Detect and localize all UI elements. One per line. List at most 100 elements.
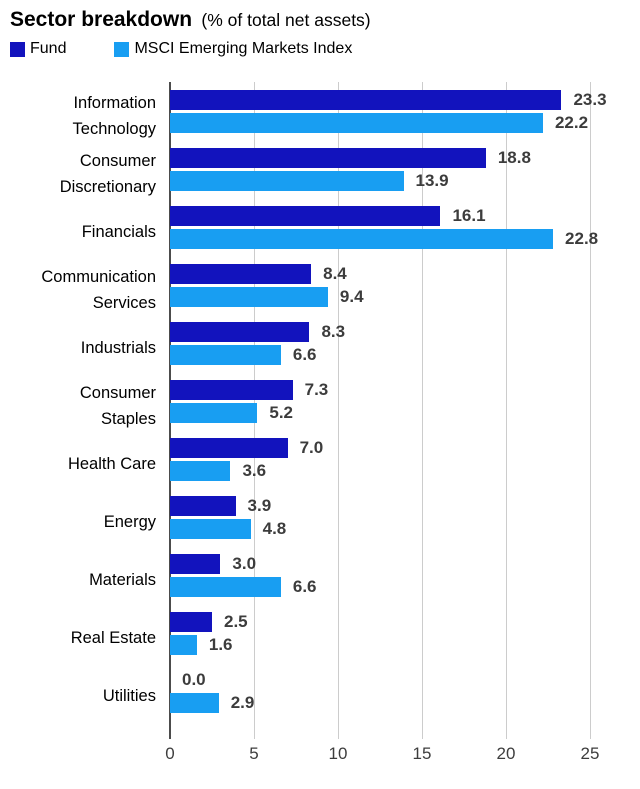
index-bar-line: 1.6: [170, 635, 640, 655]
fund-bar-line: 0.0: [170, 670, 640, 690]
category-label: Energy: [103, 512, 156, 531]
fund-bar-line: 8.4: [170, 264, 640, 284]
chart-header: Sector breakdown (% of total net assets): [10, 8, 371, 32]
index-bar-line: 9.4: [170, 287, 640, 307]
fund-bar: [170, 264, 312, 284]
index-bar-line: 6.6: [170, 345, 640, 365]
fund-bar-line: 18.8: [170, 148, 640, 168]
index-value-label: 4.8: [262, 519, 287, 538]
index-value-label: 6.6: [292, 577, 317, 596]
legend-label-fund: Fund: [30, 40, 67, 57]
index-value-label: 6.6: [292, 345, 317, 364]
fund-bar: [170, 206, 441, 226]
index-value-label: 9.4: [339, 287, 364, 306]
bar-group: 8.4 9.4: [170, 264, 640, 314]
gridline: [506, 82, 507, 739]
fund-value-label: 18.8: [497, 148, 531, 167]
sector-row: Consumer Staples 7.3 5.2: [0, 372, 640, 430]
index-value-label: 13.9: [415, 171, 449, 190]
gridline: [338, 82, 339, 739]
index-bar: [170, 345, 281, 365]
category-label: Materials: [89, 570, 156, 589]
bar-group: 23.3 22.2: [170, 90, 640, 140]
bar-group: 2.5 1.6: [170, 612, 640, 662]
fund-value-label: 8.4: [323, 264, 347, 283]
index-bar-line: 22.2: [170, 113, 640, 133]
fund-bar: [170, 612, 212, 632]
category-label: Communication Services: [41, 267, 156, 312]
category-label: Health Care: [67, 454, 156, 473]
fund-bar-line: 16.1: [170, 206, 640, 226]
fund-bar: [170, 380, 293, 400]
sector-row: Information Technology 23.3 22.2: [0, 82, 640, 140]
gridline: [590, 82, 591, 739]
index-bar: [170, 635, 197, 655]
sector-row: Financials 16.1 22.8: [0, 198, 640, 256]
legend: Fund MSCI Emerging Markets Index: [10, 40, 352, 58]
sector-breakdown-chart: Information Technology 23.3 22.2 Consumer Dis…: [0, 82, 640, 782]
index-bar-line: 6.6: [170, 577, 640, 597]
index-bar: [170, 287, 328, 307]
fund-bar: [170, 90, 562, 110]
sector-row: Industrials 8.3 6.6: [0, 314, 640, 372]
sector-row: Communication Services 8.4 9.4: [0, 256, 640, 314]
index-value-label: 1.6: [208, 635, 233, 654]
index-value-label: 22.2: [554, 113, 589, 132]
sector-row: Utilities 0.0 2.9: [0, 662, 640, 720]
fund-value-label: 7.3: [304, 380, 329, 399]
bar-group: 16.1 22.8: [170, 206, 640, 256]
index-bar-line: 5.2: [170, 403, 640, 423]
fund-value-label: 0.0: [182, 670, 206, 689]
bar-group: 8.3 6.6: [170, 322, 640, 372]
index-value-label: 22.8: [565, 229, 599, 248]
index-value-label: 3.6: [242, 461, 267, 480]
index-bar: [170, 461, 231, 481]
bar-group: 3.0 6.6: [170, 554, 640, 604]
index-bar: [170, 693, 219, 713]
fund-bar-line: 3.9: [170, 496, 640, 516]
fund-bar: [170, 554, 221, 574]
index-bar-line: 4.8: [170, 519, 640, 539]
fund-bar-line: 7.3: [170, 380, 640, 400]
x-axis: 0 5 10 15 20 25: [165, 744, 632, 768]
fund-bar-line: 2.5: [170, 612, 640, 632]
x-tick-label: 15: [412, 744, 432, 763]
sector-row: Materials 3.0 6.6: [0, 546, 640, 604]
category-label: Information Technology: [72, 93, 156, 138]
bar-group: 0.0 2.9: [170, 670, 640, 720]
sector-row: Real Estate 2.5 1.6: [0, 604, 640, 662]
bar-group: 3.9 4.8: [170, 496, 640, 546]
sector-row: Consumer Discretionary 18.8 13.9: [0, 140, 640, 198]
fund-bar: [170, 322, 310, 342]
legend-item-fund: Fund: [10, 40, 66, 58]
index-bar-line: 22.8: [170, 229, 640, 249]
x-tick-label: 20: [496, 744, 516, 763]
page-subtitle: (% of total net assets): [201, 10, 371, 30]
index-bar: [170, 577, 281, 597]
fund-value-label: 16.1: [452, 206, 486, 225]
gridline: [422, 82, 423, 739]
category-label: Utilities: [102, 686, 156, 705]
index-bar: [170, 113, 543, 133]
index-bar: [170, 171, 404, 191]
legend-label-index: MSCI Emerging Markets Index: [134, 40, 353, 57]
fund-bar: [170, 496, 236, 516]
page-title: Sector breakdown: [10, 8, 193, 31]
fund-color-swatch: [10, 41, 25, 57]
legend-item-index: MSCI Emerging Markets Index: [114, 40, 352, 58]
category-label: Consumer Staples: [79, 383, 156, 428]
x-tick-label: 0: [165, 744, 175, 763]
fund-value-label: 2.5: [224, 612, 248, 631]
index-bar: [170, 229, 554, 249]
index-value-label: 2.9: [230, 693, 255, 712]
bar-group: 18.8 13.9: [170, 148, 640, 198]
sector-row: Energy 3.9 4.8: [0, 488, 640, 546]
x-tick-label: 25: [580, 744, 600, 763]
fund-bar-line: 23.3: [170, 90, 640, 110]
bar-group: 7.3 5.2: [170, 380, 640, 430]
index-bar-line: 2.9: [170, 693, 640, 713]
fund-bar: [170, 438, 288, 458]
fund-value-label: 3.9: [247, 496, 272, 515]
index-value-label: 5.2: [269, 403, 293, 422]
bar-rows: Information Technology 23.3 22.2 Consumer Dis…: [0, 82, 640, 720]
